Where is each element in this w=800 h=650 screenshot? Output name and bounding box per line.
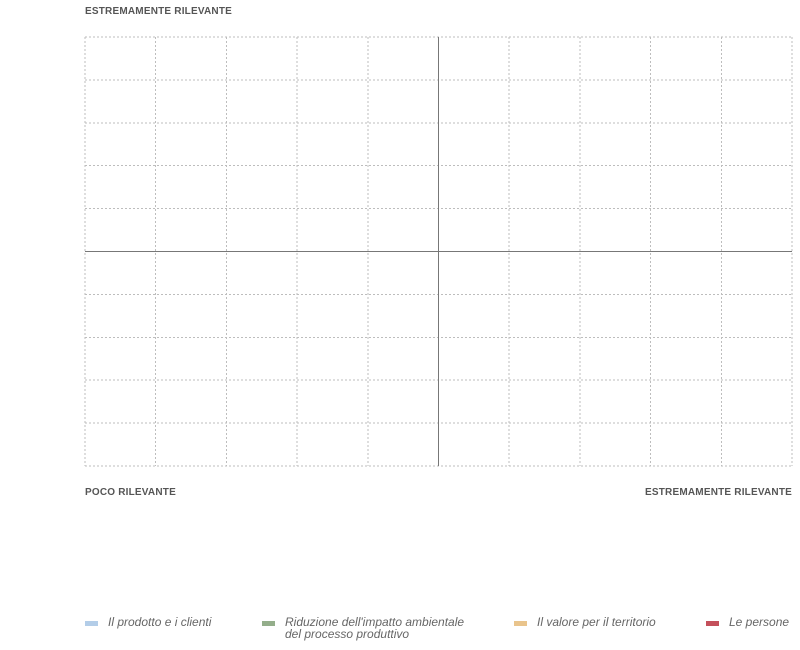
legend-label: Riduzione dell'impatto ambientale del pr… — [285, 615, 465, 641]
legend-swatch — [262, 621, 275, 626]
x-axis-right-label: ESTREMAMENTE RILEVANTE — [645, 487, 792, 498]
legend-item-valore-territorio[interactable]: Il valore per il territorio — [514, 616, 656, 628]
legend-label: Il valore per il territorio — [537, 615, 656, 629]
chart-plot-area — [84, 36, 793, 467]
chart-legend: Il prodotto e i clienti Riduzione dell'i… — [85, 616, 792, 646]
x-axis-left-label: POCO RILEVANTE — [85, 487, 176, 498]
legend-item-persone[interactable]: Le persone — [706, 616, 789, 628]
y-axis-top-label: ESTREMAMENTE RILEVANTE — [85, 6, 232, 17]
legend-item-prodotto-clienti[interactable]: Il prodotto e i clienti — [85, 616, 211, 628]
legend-swatch — [706, 621, 719, 626]
legend-item-impatto-ambientale[interactable]: Riduzione dell'impatto ambientale del pr… — [262, 616, 464, 640]
legend-swatch — [514, 621, 527, 626]
legend-label: Le persone — [729, 615, 790, 629]
legend-label: Il prodotto e i clienti — [108, 615, 212, 629]
legend-swatch — [85, 621, 98, 626]
